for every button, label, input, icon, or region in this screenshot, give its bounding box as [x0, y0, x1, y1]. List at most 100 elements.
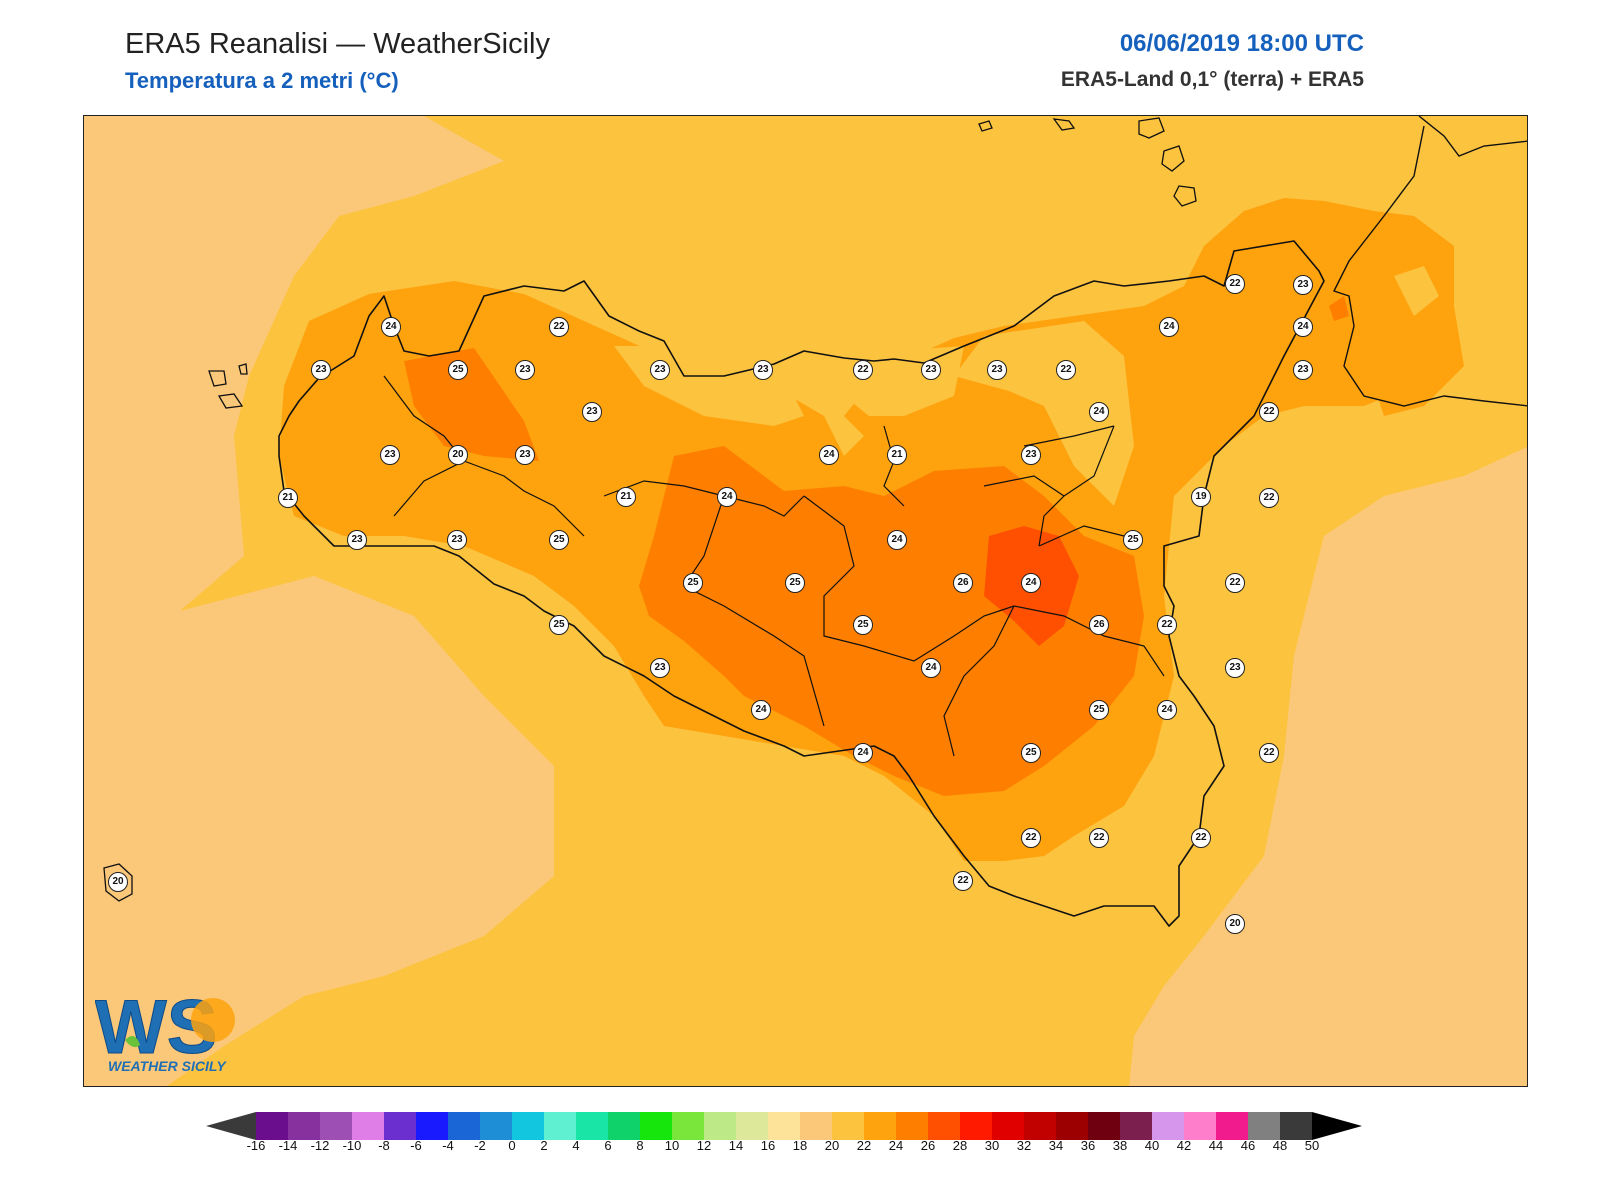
aeolian-islands	[978, 117, 1197, 207]
colorbar-segment	[1216, 1112, 1248, 1140]
station-marker: 22	[953, 871, 973, 891]
station-marker: 25	[1123, 530, 1143, 550]
station-marker: 21	[616, 487, 636, 507]
station-marker: 23	[650, 658, 670, 678]
colorbar-tick-label: -8	[378, 1138, 390, 1153]
temperature-map[interactable]: 24 22 23 25 23 23 23 22 23 23 22 22 23 24 24 23 24 22 23 20…	[83, 115, 1528, 1087]
colorbar-segment	[1024, 1112, 1056, 1140]
colorbar-tick-label: 22	[856, 1138, 872, 1153]
colorbar-tick-label: 42	[1176, 1138, 1192, 1153]
station-marker: 25	[549, 530, 569, 550]
station-marker: 22	[853, 360, 873, 380]
colorbar-tick-label: 6	[604, 1138, 612, 1153]
calabria-coastline	[1333, 116, 1527, 407]
colorbar-tick-label: 40	[1144, 1138, 1160, 1153]
station-marker: 25	[1089, 700, 1109, 720]
station-marker: 22	[549, 317, 569, 337]
map-datetime: 06/06/2019 18:00 UTC	[1119, 30, 1364, 57]
colorbar-tick-label: 10	[664, 1138, 680, 1153]
station-marker: 24	[751, 700, 771, 720]
station-marker: 23	[1293, 360, 1313, 380]
colorbar-tick-label: 26	[920, 1138, 936, 1153]
colorbar-tick-label: 38	[1112, 1138, 1128, 1153]
colorbar-tick-label: 8	[636, 1138, 644, 1153]
station-marker: 23	[1293, 275, 1313, 295]
station-marker: 22	[1089, 828, 1109, 848]
station-marker: 24	[381, 317, 401, 337]
colorbar-tick-label: 48	[1272, 1138, 1288, 1153]
station-marker: 23	[650, 360, 670, 380]
field-26-28-ne	[1329, 296, 1349, 321]
station-marker: 23	[347, 530, 367, 550]
station-marker: 26	[953, 573, 973, 593]
station-marker: 23	[921, 360, 941, 380]
station-marker: 25	[549, 615, 569, 635]
colorbar-tick-label: 16	[760, 1138, 776, 1153]
colorbar-tick-label: 50	[1304, 1138, 1320, 1153]
colorbar-tick-label: 14	[728, 1138, 744, 1153]
station-marker: 20	[1225, 914, 1245, 934]
colorbar	[206, 1112, 1362, 1140]
colorbar-tick-label: 18	[792, 1138, 808, 1153]
colorbar-segment	[448, 1112, 480, 1140]
map-subtitle: Temperatura a 2 metri (°C)	[125, 68, 399, 93]
sicily-coastline	[278, 240, 1325, 927]
colorbar-tick-label: 12	[696, 1138, 712, 1153]
station-marker: 25	[785, 573, 805, 593]
colorbar-labels: -16 -14 -12 -10 -8 -6 -4 -2 0 2 4 6 8 10 12 14 16 18 20 22 2…	[0, 1138, 1600, 1158]
station-marker: 23	[753, 360, 773, 380]
station-marker: 22	[1225, 274, 1245, 294]
station-marker: 24	[1089, 402, 1109, 422]
station-marker: 22	[1259, 488, 1279, 508]
field-20-22-nw	[84, 116, 504, 636]
logo-monogram: WS	[95, 985, 217, 1070]
colorbar-tick-label: -6	[410, 1138, 422, 1153]
station-marker: 23	[380, 445, 400, 465]
egadi-islands	[208, 363, 248, 409]
colorbar-segment	[736, 1112, 768, 1140]
colorbar-segment	[1280, 1112, 1312, 1140]
colorbar-segment	[416, 1112, 448, 1140]
station-marker: 23	[515, 445, 535, 465]
colorbar-tick-label: -4	[442, 1138, 454, 1153]
station-marker: 24	[1293, 317, 1313, 337]
colorbar-tick-label: -10	[342, 1138, 362, 1153]
colorbar-segment	[1184, 1112, 1216, 1140]
colorbar-segment	[768, 1112, 800, 1140]
colorbar-segment	[832, 1112, 864, 1140]
colorbar-tick-label: -2	[474, 1138, 486, 1153]
colorbar-tick-label: -14	[278, 1138, 298, 1153]
station-marker: 22	[1056, 360, 1076, 380]
colorbar-tick-label: -12	[310, 1138, 330, 1153]
station-marker: 22	[1191, 828, 1211, 848]
colorbar-segment	[256, 1112, 288, 1140]
colorbar-tick-label: 2	[540, 1138, 548, 1153]
field-24-26-calabria	[1364, 306, 1464, 416]
station-marker: 25	[853, 615, 873, 635]
colorbar-segment	[608, 1112, 640, 1140]
station-marker: 23	[582, 402, 602, 422]
field-26-28-west	[404, 348, 539, 461]
colorbar-segment	[928, 1112, 960, 1140]
colorbar-tick-label: -16	[246, 1138, 266, 1153]
station-marker: 26	[1089, 615, 1109, 635]
colorbar-segment	[672, 1112, 704, 1140]
colorbar-segment	[384, 1112, 416, 1140]
station-marker: 24	[717, 487, 737, 507]
station-marker: 21	[278, 488, 298, 508]
colorbar-tick-label: 30	[984, 1138, 1000, 1153]
station-marker: 23	[515, 360, 535, 380]
station-marker: 24	[887, 530, 907, 550]
map-title: ERA5 Reanalisi — WeatherSicily	[125, 28, 550, 60]
colorbar-tick-label: 4	[572, 1138, 580, 1153]
station-marker: 23	[1021, 445, 1041, 465]
weathersicily-logo: WS	[95, 985, 235, 1071]
station-marker: 22	[1259, 743, 1279, 763]
station-marker: 20	[108, 872, 128, 892]
colorbar-segment	[1056, 1112, 1088, 1140]
station-marker: 22	[1259, 402, 1279, 422]
station-marker: 22	[1021, 828, 1041, 848]
station-marker: 22	[1225, 573, 1245, 593]
colorbar-segment	[896, 1112, 928, 1140]
colorbar-tick-label: 24	[888, 1138, 904, 1153]
